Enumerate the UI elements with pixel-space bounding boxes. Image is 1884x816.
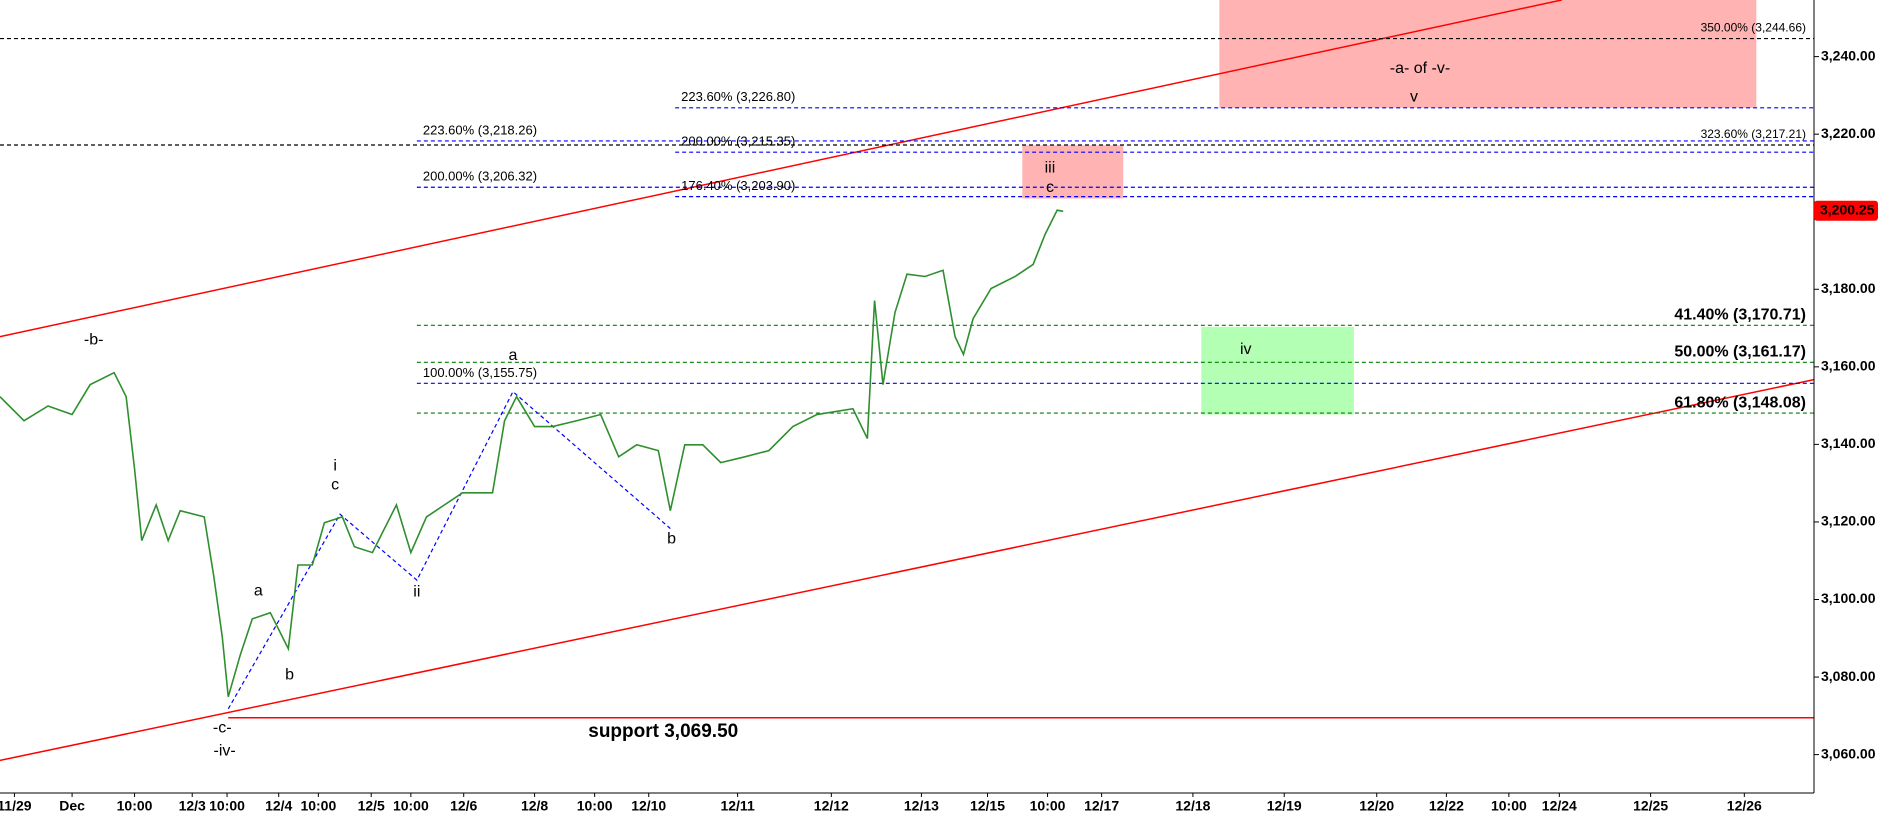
- x-tick-label: Dec: [59, 798, 85, 814]
- level-label: 41.40% (3,170.71): [1674, 307, 1806, 324]
- y-tick-label: 3,140.00: [1821, 435, 1876, 451]
- wave-label: -iv-: [214, 742, 236, 759]
- level-label: 323.60% (3,217.21): [1701, 127, 1806, 141]
- wave-label: a: [509, 347, 518, 364]
- x-tick-label: 12/3: [179, 798, 206, 814]
- x-tick-label: 12/18: [1175, 798, 1210, 814]
- x-tick-label: 12/26: [1727, 798, 1762, 814]
- zone: [1022, 145, 1124, 199]
- level-label: 61.80% (3,148.08): [1674, 394, 1806, 411]
- x-tick-label: 12/6: [450, 798, 477, 814]
- level-label: 50.00% (3,161.17): [1674, 344, 1806, 361]
- zone: [1201, 326, 1354, 415]
- wave-label: iii: [1045, 160, 1056, 177]
- x-tick-label: 10:00: [1030, 798, 1066, 814]
- x-tick-label: 12/19: [1267, 798, 1302, 814]
- y-tick-label: 3,220.00: [1821, 125, 1876, 141]
- wave-label: iv: [1240, 341, 1252, 358]
- x-tick-label: 12/17: [1084, 798, 1119, 814]
- channel-line: [0, 0, 1562, 338]
- x-tick-label: 12/22: [1429, 798, 1464, 814]
- level-label: 350.00% (3,244.66): [1701, 21, 1806, 35]
- x-tick-label: 12/8: [521, 798, 548, 814]
- wave-label: i: [333, 457, 337, 474]
- wave-label: c: [331, 477, 339, 494]
- x-tick-label: 12/20: [1359, 798, 1394, 814]
- last-price-label: 3,200.25: [1820, 201, 1875, 217]
- wave-label: b: [667, 531, 676, 548]
- wave-label: -a- of -v-: [1390, 60, 1450, 77]
- level-label: 223.60% (3,226.80): [681, 89, 795, 104]
- wave-label: ii: [413, 584, 420, 601]
- wave-label: v: [1410, 89, 1418, 106]
- x-tick-label: 12/11: [720, 798, 754, 814]
- x-tick-label: 12/10: [631, 798, 666, 814]
- y-tick-label: 3,060.00: [1821, 745, 1876, 761]
- wave-label: a: [254, 583, 263, 600]
- level-label: 176.40% (3,203.90): [681, 178, 795, 193]
- channel-line: [0, 378, 1814, 762]
- y-tick-label: 3,100.00: [1821, 590, 1876, 606]
- wave-label: c: [1046, 179, 1054, 196]
- x-tick-label: 11/29: [0, 798, 32, 814]
- y-tick-label: 3,080.00: [1821, 668, 1876, 684]
- x-tick-label: 10:00: [577, 798, 613, 814]
- y-tick-label: 3,180.00: [1821, 280, 1876, 296]
- x-tick-label: 12/4: [265, 798, 292, 814]
- y-tick-label: 3,160.00: [1821, 358, 1876, 374]
- last-price-box: [1814, 200, 1878, 221]
- x-tick-label: 10:00: [209, 798, 245, 814]
- y-tick-label: 3,120.00: [1821, 513, 1876, 529]
- x-tick-label: 12/25: [1633, 798, 1668, 814]
- level-label: 200.00% (3,206.32): [423, 169, 537, 184]
- x-tick-label: 10:00: [393, 798, 429, 814]
- x-tick-label: 12/15: [970, 798, 1005, 814]
- wave-label: -c-: [213, 719, 232, 736]
- x-tick-label: 12/5: [358, 798, 385, 814]
- x-tick-label: 10:00: [117, 798, 153, 814]
- wave-label: -b-: [84, 331, 104, 348]
- x-tick-label: 10:00: [1491, 798, 1527, 814]
- price-line: [0, 209, 1064, 698]
- level-label: support 3,069.50: [588, 721, 738, 742]
- x-tick-label: 12/24: [1542, 798, 1577, 814]
- level-label: 223.60% (3,218.26): [423, 122, 537, 137]
- y-tick-label: 3,240.00: [1821, 47, 1876, 63]
- plot-area: 350.00% (3,244.66) 223.60% (3,226.80) 223.…: [0, 0, 1814, 762]
- x-tick-label: 12/13: [904, 798, 939, 814]
- x-tick-label: 10:00: [300, 798, 336, 814]
- level-label: 200.00% (3,215.35): [681, 134, 795, 149]
- x-tick-label: 12/12: [814, 798, 849, 814]
- wave-path: [227, 390, 671, 710]
- level-label: 100.00% (3,155.75): [423, 365, 537, 380]
- wave-label: b: [285, 666, 294, 683]
